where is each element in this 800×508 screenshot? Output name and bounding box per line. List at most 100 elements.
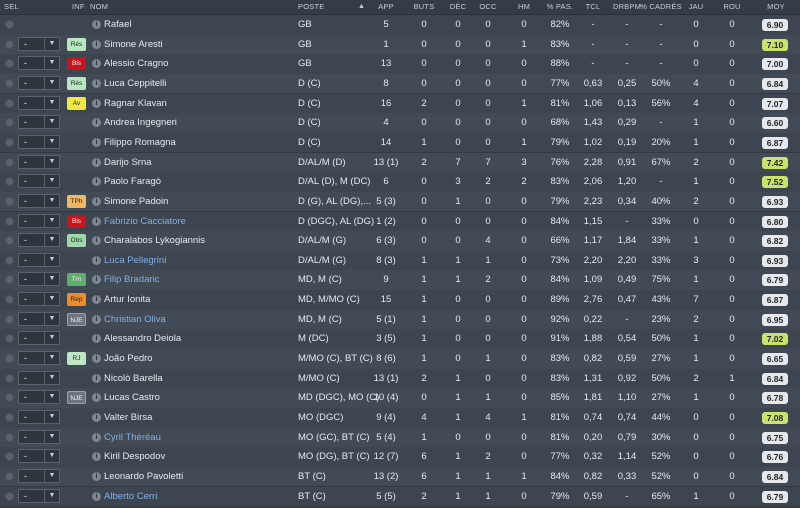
info-icon[interactable]: i xyxy=(92,196,101,206)
info-icon[interactable]: i xyxy=(92,177,101,187)
info-icon[interactable]: i xyxy=(92,314,101,324)
chevron-down-icon[interactable]: ▼ xyxy=(44,214,59,227)
player-name[interactable]: Alberto Cerri xyxy=(104,490,158,502)
selection-dropdown[interactable]: - ▼ xyxy=(18,370,60,385)
info-icon[interactable]: i xyxy=(92,452,101,462)
selection-dropdown[interactable]: - ▼ xyxy=(18,390,60,405)
chevron-down-icon[interactable]: ▼ xyxy=(44,76,59,89)
chevron-down-icon[interactable]: ▼ xyxy=(44,312,59,325)
chevron-down-icon[interactable]: ▼ xyxy=(44,352,59,365)
table-row[interactable]: - ▼ RJ i João Pedro M/MO (C), BT (C) 8 (6) 1 0 1 0… xyxy=(0,349,800,370)
selection-dropdown[interactable]: - ▼ xyxy=(18,429,60,444)
info-icon[interactable]: i xyxy=(92,78,101,88)
chevron-down-icon[interactable]: ▼ xyxy=(44,57,59,70)
row-checkbox[interactable] xyxy=(5,216,14,226)
chevron-down-icon[interactable]: ▼ xyxy=(44,450,59,463)
chevron-down-icon[interactable]: ▼ xyxy=(44,175,59,188)
chevron-down-icon[interactable]: ▼ xyxy=(44,489,59,502)
col-sel[interactable]: SEL xyxy=(4,2,19,11)
row-checkbox[interactable] xyxy=(5,275,14,285)
table-row[interactable]: - ▼ i Kiril Despodov MO (DG), BT (C) 12 (7) 6 1… xyxy=(0,447,800,468)
chevron-down-icon[interactable]: ▼ xyxy=(44,411,59,423)
row-checkbox[interactable] xyxy=(5,373,14,383)
table-row[interactable]: - ▼ i Cyril Théréau MO (GC), BT (C) 5 (4) 1 0 0 0… xyxy=(0,427,800,449)
player-name[interactable]: Leonardo Pavoletti xyxy=(104,470,184,482)
player-name[interactable]: Alessandro Deiola xyxy=(104,333,182,345)
status-badge[interactable]: Bls xyxy=(67,57,86,71)
selection-dropdown[interactable]: - ▼ xyxy=(18,134,60,149)
status-badge[interactable]: NJE xyxy=(67,312,86,326)
row-checkbox[interactable] xyxy=(5,471,14,481)
player-name[interactable]: Alessio Cragno xyxy=(104,58,169,70)
table-row[interactable]: - ▼ i Valter Birsa MO (DGC) 9 (4) 4 1 4 1 81% 0,74 0… xyxy=(0,408,800,429)
chevron-down-icon[interactable]: ▼ xyxy=(44,234,59,247)
table-row[interactable]: - ▼ i Luca Pellegrini D/AL/M (G) 8 (3) 1 1 1 0 73%… xyxy=(0,250,800,272)
row-checkbox[interactable] xyxy=(5,491,14,501)
player-name[interactable]: Christian Oliva xyxy=(104,313,166,325)
info-icon[interactable]: i xyxy=(92,295,101,305)
table-row[interactable]: - ▼ i Andrea Ingegneri D (C) 4 0 0 0 0 68% 1,43 0,29… xyxy=(0,113,800,134)
player-name[interactable]: Ragnar Klavan xyxy=(104,97,167,109)
table-row[interactable]: - ▼ Rep i Artur Ionita MD, M/MO (C) 15 1 0 0 0 89% 2… xyxy=(0,290,800,311)
chevron-down-icon[interactable]: ▼ xyxy=(44,135,59,148)
col-cadres[interactable]: % CADRÉS xyxy=(640,2,682,11)
chevron-down-icon[interactable]: ▼ xyxy=(44,37,59,50)
info-icon[interactable]: i xyxy=(92,471,101,481)
table-row[interactable]: i Rafael GB 5 0 0 0 0 82% - - - 0 0 6.90 xyxy=(0,15,800,36)
status-badge[interactable]: Rés xyxy=(67,76,86,90)
selection-dropdown[interactable]: - ▼ xyxy=(18,292,60,307)
info-icon[interactable]: i xyxy=(92,118,101,128)
selection-dropdown[interactable]: - ▼ xyxy=(18,193,60,208)
selection-dropdown[interactable]: - ▼ xyxy=(18,410,60,424)
status-badge[interactable]: TPh xyxy=(67,194,86,208)
row-checkbox[interactable] xyxy=(5,295,14,305)
col-buts[interactable]: BUTS xyxy=(413,2,435,11)
row-checkbox[interactable] xyxy=(5,413,14,422)
row-checkbox[interactable] xyxy=(5,452,14,462)
col-pas[interactable]: % PAS. xyxy=(546,2,574,11)
player-name[interactable]: Kiril Despodov xyxy=(104,451,166,463)
col-nom[interactable]: NOM xyxy=(90,2,109,11)
table-row[interactable]: - ▼ i Filippo Romagna D (C) 14 1 0 0 1 79% 1,02 0,19… xyxy=(0,132,800,154)
player-name[interactable]: Luca Pellegrini xyxy=(104,254,167,266)
row-checkbox[interactable] xyxy=(5,255,14,265)
status-badge[interactable]: Rep xyxy=(67,293,86,307)
sort-arrow-icon[interactable]: ▲ xyxy=(358,3,365,10)
row-checkbox[interactable] xyxy=(5,59,14,69)
table-row[interactable]: - ▼ Bls i Fabrizio Cacciatore D (DGC), AL (DG… xyxy=(0,211,800,232)
player-name[interactable]: Cyril Théréau xyxy=(104,431,161,443)
chevron-down-icon[interactable]: ▼ xyxy=(44,469,59,482)
player-name[interactable]: João Pedro xyxy=(104,353,153,365)
row-checkbox[interactable] xyxy=(5,432,14,442)
row-checkbox[interactable] xyxy=(5,98,14,108)
status-badge[interactable]: NJE xyxy=(67,391,86,405)
table-row[interactable]: - ▼ Bls i Alessio Cragno GB 13 0 0 0 0 88% - - -0 0 7.00 xyxy=(0,54,800,75)
status-badge[interactable]: RJ xyxy=(67,352,86,366)
col-jau[interactable]: JAU xyxy=(688,2,704,11)
info-icon[interactable]: i xyxy=(92,255,101,265)
selection-dropdown[interactable]: - ▼ xyxy=(18,468,60,483)
status-badge[interactable]: Obs xyxy=(67,234,86,248)
selection-dropdown[interactable]: - ▼ xyxy=(18,252,60,267)
info-icon[interactable]: i xyxy=(92,236,101,246)
col-inf[interactable]: INF xyxy=(72,2,85,11)
row-checkbox[interactable] xyxy=(5,78,14,88)
player-name[interactable]: Darijo Srna xyxy=(104,156,152,168)
selection-dropdown[interactable]: - ▼ xyxy=(18,488,60,503)
chevron-down-icon[interactable]: ▼ xyxy=(44,155,59,168)
chevron-down-icon[interactable]: ▼ xyxy=(44,273,59,286)
selection-dropdown[interactable]: - ▼ xyxy=(18,95,60,110)
player-name[interactable]: Filippo Romagna xyxy=(104,136,176,148)
info-icon[interactable]: i xyxy=(92,137,101,147)
status-badge[interactable]: Bls xyxy=(67,214,86,228)
col-tcl[interactable]: TCL xyxy=(585,2,601,11)
col-poste[interactable]: POSTE xyxy=(298,2,325,11)
status-badge[interactable]: Rés xyxy=(67,37,86,51)
selection-dropdown[interactable]: - ▼ xyxy=(18,154,60,169)
status-badge[interactable]: Trn xyxy=(67,273,86,287)
player-name[interactable]: Andrea Ingegneri xyxy=(104,117,177,129)
info-icon[interactable]: i xyxy=(92,393,101,403)
table-row[interactable]: - ▼ Rés i Simone Aresti GB 1 0 0 0 1 83% - - -0 0 7.10 xyxy=(0,34,800,56)
table-row[interactable]: - ▼ i Alessandro Deiola M (DC) 3 (5) 1 0 0 0 91% 1,… xyxy=(0,329,800,350)
info-icon[interactable]: i xyxy=(92,432,101,442)
